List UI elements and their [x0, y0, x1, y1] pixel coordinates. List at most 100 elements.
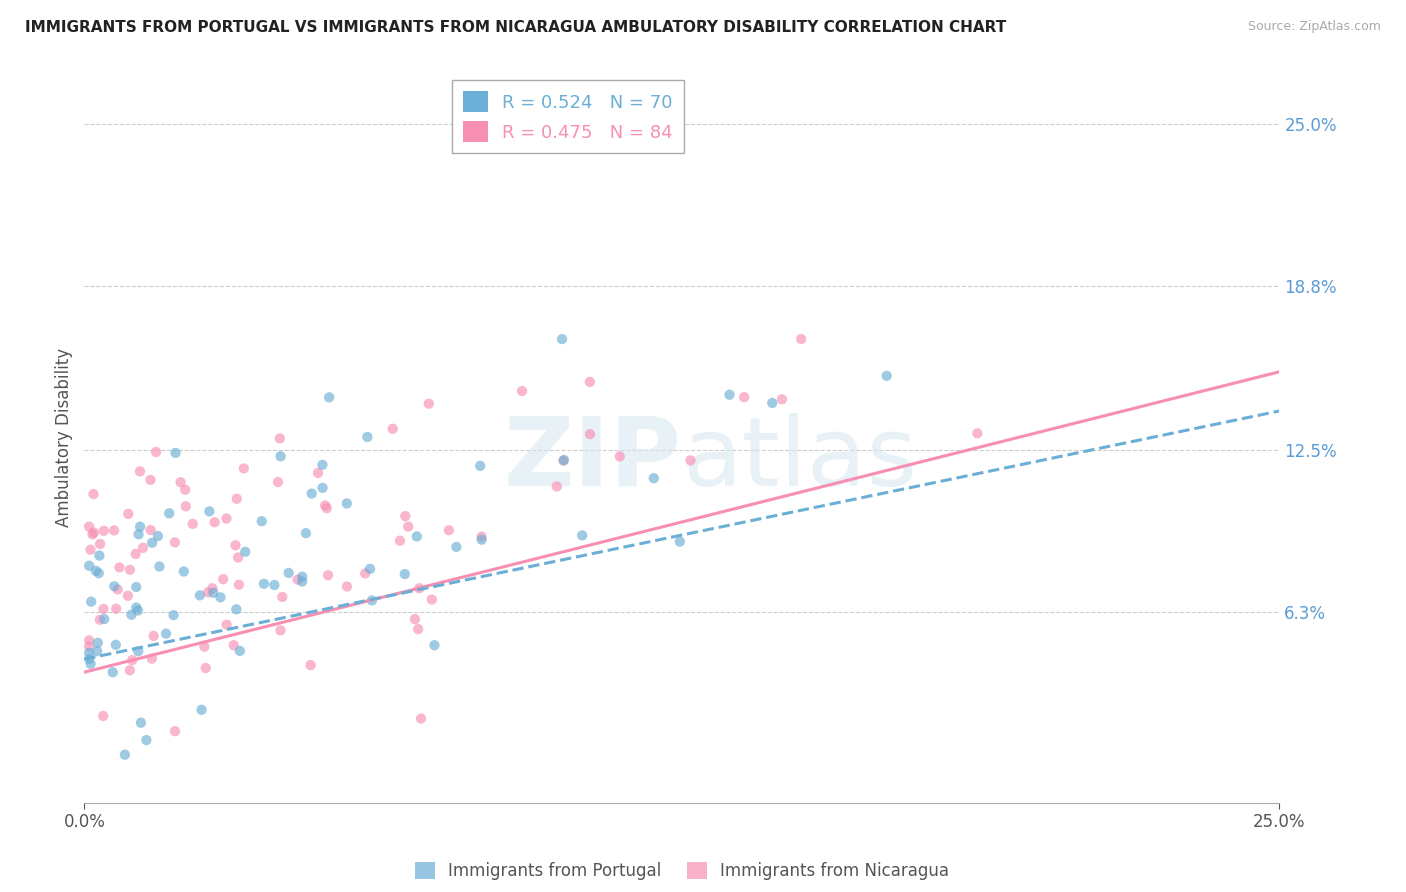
Point — [318, 390, 340, 404]
Point — [169, 475, 191, 490]
Point — [222, 638, 245, 652]
Point — [546, 479, 568, 493]
Point — [291, 570, 314, 584]
Point — [157, 506, 180, 520]
Point — [87, 566, 110, 581]
Point — [388, 533, 411, 548]
Point — [228, 578, 250, 592]
Point — [315, 501, 337, 516]
Text: ZIP: ZIP — [503, 412, 682, 506]
Point — [79, 657, 101, 671]
Point — [270, 624, 292, 638]
Point — [668, 534, 690, 549]
Point — [163, 535, 186, 549]
Point — [86, 644, 108, 658]
Point — [553, 454, 575, 468]
Point — [128, 527, 150, 541]
Point — [224, 538, 246, 552]
Point — [181, 516, 204, 531]
Point — [212, 572, 235, 586]
Point — [155, 626, 177, 640]
Point — [770, 392, 793, 407]
Point — [77, 646, 100, 660]
Point — [89, 613, 111, 627]
Point — [876, 368, 898, 383]
Point — [404, 612, 426, 626]
Point — [79, 542, 101, 557]
Point — [145, 445, 167, 459]
Text: atlas: atlas — [682, 412, 917, 506]
Point — [108, 560, 131, 574]
Point — [121, 653, 143, 667]
Point — [77, 640, 100, 654]
Point — [87, 636, 110, 650]
Point — [117, 507, 139, 521]
Point — [77, 519, 100, 533]
Point — [165, 446, 187, 460]
Point — [553, 453, 575, 467]
Point — [139, 523, 162, 537]
Point — [679, 453, 702, 467]
Point — [89, 537, 111, 551]
Point — [408, 582, 430, 596]
Point — [124, 547, 146, 561]
Point — [420, 592, 443, 607]
Point — [163, 724, 186, 739]
Point — [105, 601, 128, 615]
Point — [418, 397, 440, 411]
Point — [190, 703, 212, 717]
Point — [225, 602, 247, 616]
Point — [93, 602, 115, 616]
Point — [114, 747, 136, 762]
Point — [396, 519, 419, 533]
Point — [579, 427, 602, 442]
Point — [966, 426, 988, 441]
Point — [295, 526, 318, 541]
Point — [129, 519, 152, 533]
Point — [270, 450, 292, 464]
Point — [253, 576, 276, 591]
Point — [118, 563, 141, 577]
Point — [135, 733, 157, 747]
Point — [127, 644, 149, 658]
Point — [263, 578, 285, 592]
Point — [405, 529, 427, 543]
Point — [232, 461, 254, 475]
Point — [356, 430, 378, 444]
Point — [188, 588, 211, 602]
Point — [103, 524, 125, 538]
Point — [209, 591, 232, 605]
Point — [578, 375, 600, 389]
Point — [120, 607, 142, 622]
Point — [571, 528, 593, 542]
Point — [93, 612, 115, 626]
Point — [77, 558, 100, 573]
Point — [91, 709, 114, 723]
Point — [301, 486, 323, 500]
Point — [193, 640, 215, 654]
Point — [359, 562, 381, 576]
Point — [89, 549, 111, 563]
Point — [215, 617, 238, 632]
Point — [225, 491, 247, 506]
Point — [307, 466, 329, 480]
Point — [201, 582, 224, 596]
Point — [226, 550, 249, 565]
Point — [311, 458, 333, 472]
Point — [361, 593, 384, 607]
Point — [194, 661, 217, 675]
Point — [761, 396, 783, 410]
Point — [82, 527, 104, 541]
Y-axis label: Ambulatory Disability: Ambulatory Disability — [55, 348, 73, 526]
Point — [174, 483, 197, 497]
Point — [77, 652, 100, 666]
Point — [83, 525, 105, 540]
Point — [129, 715, 152, 730]
Point — [409, 712, 432, 726]
Point — [299, 658, 322, 673]
Point — [643, 471, 665, 485]
Point — [132, 541, 155, 555]
Point — [202, 585, 225, 599]
Point — [233, 545, 256, 559]
Point — [118, 663, 141, 677]
